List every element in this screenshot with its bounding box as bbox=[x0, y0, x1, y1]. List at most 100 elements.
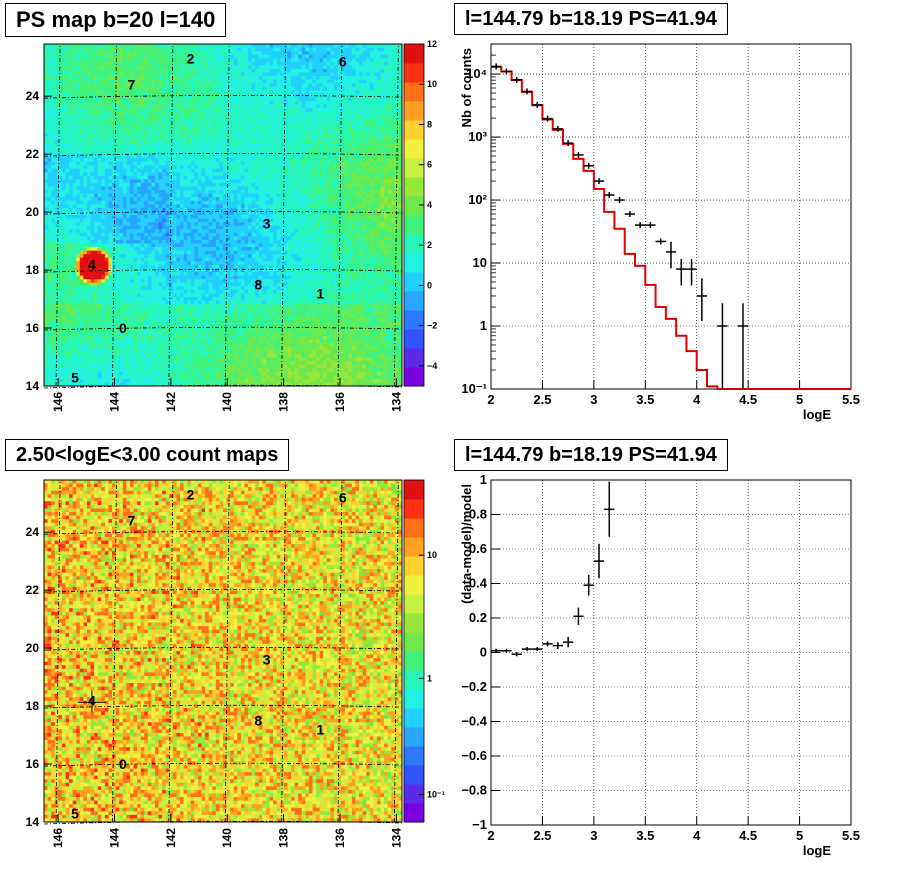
map-grid-lon bbox=[393, 479, 399, 823]
residual-point bbox=[563, 636, 574, 648]
colorbar-tick-label: 12 bbox=[427, 39, 437, 49]
source-label: 3 bbox=[263, 652, 271, 668]
map-cells bbox=[44, 480, 403, 823]
colorbar bbox=[404, 44, 424, 387]
y-tick-label: 0 bbox=[480, 645, 487, 660]
x-tick-label: 3.5 bbox=[636, 828, 654, 843]
colorbar-tick-label: 2 bbox=[427, 240, 432, 250]
source-label: 6 bbox=[339, 489, 347, 505]
data-point bbox=[665, 241, 677, 269]
y-tick-label: 18 bbox=[26, 263, 40, 277]
residual-chart: 2 2.5 3 3.5 4 4.5 5 5.5 −1 −0.8 −0.6 −0.4 −0.2 0 0.2 0.… bbox=[459, 472, 860, 858]
y-tick-label: 20 bbox=[26, 641, 40, 655]
data-point bbox=[624, 211, 635, 218]
y-tick-label: 0.2 bbox=[469, 610, 487, 625]
source-label: 7 bbox=[127, 77, 135, 93]
map-grid-lon bbox=[393, 43, 399, 387]
colorbar-frame bbox=[403, 43, 425, 387]
source-label: 1 bbox=[316, 285, 324, 301]
colorbar-tick-label: 10⁻¹ bbox=[427, 790, 445, 800]
source-label: 6 bbox=[339, 53, 347, 69]
y-axis-label: Nb of counts bbox=[459, 48, 474, 127]
y-tick-label: 14 bbox=[26, 379, 40, 393]
count-map-title: 2.50<logE<3.00 count maps bbox=[5, 439, 290, 471]
x-tick-label: 144 bbox=[107, 828, 121, 848]
data-point bbox=[604, 192, 615, 199]
data-point bbox=[645, 222, 656, 229]
x-tick-label: 142 bbox=[164, 392, 178, 412]
x-tick-label: 2 bbox=[487, 392, 494, 407]
y-tick-label: 10² bbox=[468, 192, 487, 207]
x-tick-label: 136 bbox=[333, 392, 347, 412]
ps-map-title: PS map b=20 l=140 bbox=[5, 3, 227, 37]
map-grid-lon bbox=[281, 479, 287, 823]
colorbar-tick-label: 4 bbox=[427, 200, 432, 210]
data-point bbox=[655, 238, 666, 245]
x-tick-label: 142 bbox=[164, 828, 178, 848]
map-grid-lat bbox=[43, 94, 403, 99]
x-tick-label: 5 bbox=[796, 392, 803, 407]
x-tick-label: 4.5 bbox=[739, 828, 757, 843]
y-tick-label: 24 bbox=[26, 525, 40, 539]
residual-point bbox=[593, 543, 605, 579]
map-grid-lat bbox=[43, 820, 403, 825]
count-map-heatmap: 1416182022241461441421401381361340123456… bbox=[26, 479, 445, 848]
x-tick-label: 4.5 bbox=[739, 392, 757, 407]
x-tick-label: 144 bbox=[107, 392, 121, 412]
colorbar bbox=[404, 480, 424, 823]
x-tick-label: 5.5 bbox=[842, 828, 860, 843]
y-tick-label: −0.4 bbox=[461, 714, 487, 729]
y-tick-label: 24 bbox=[26, 89, 40, 103]
x-tick-label: 140 bbox=[220, 392, 234, 412]
source-label: 0 bbox=[119, 756, 127, 772]
map-grid-lat bbox=[43, 210, 403, 215]
x-tick-label: 146 bbox=[51, 392, 65, 412]
source-label: 7 bbox=[127, 513, 135, 529]
data-point bbox=[717, 303, 728, 389]
map-grid-lat bbox=[43, 588, 403, 593]
x-tick-label: 140 bbox=[220, 828, 234, 848]
spectrum-title: l=144.79 b=18.19 PS=41.94 bbox=[454, 3, 728, 35]
data-point bbox=[676, 258, 687, 286]
source-label: 1 bbox=[316, 721, 324, 737]
map-grid-lon bbox=[224, 479, 230, 823]
y-tick-label: −0.8 bbox=[461, 783, 487, 798]
source-label: 4 bbox=[88, 256, 96, 272]
plot-frame bbox=[490, 43, 852, 390]
data-point bbox=[583, 162, 594, 169]
residual-point bbox=[573, 607, 584, 625]
x-tick-label: 2 bbox=[487, 828, 494, 843]
data-point bbox=[501, 68, 512, 75]
source-label: 8 bbox=[254, 713, 262, 729]
source-label: 2 bbox=[187, 50, 195, 66]
spectrum-panel: l=144.79 b=18.19 PS=41.94 2 2.5 3 3.5 4 4.5 5 5… bbox=[449, 0, 898, 436]
x-tick-label: 4 bbox=[693, 828, 701, 843]
colorbar-tick-label: 0 bbox=[427, 280, 432, 290]
y-tick-label: 18 bbox=[26, 699, 40, 713]
x-tick-label: 4 bbox=[693, 392, 701, 407]
residual-point bbox=[511, 652, 522, 657]
map-frame bbox=[43, 479, 403, 823]
residual-title: l=144.79 b=18.19 PS=41.94 bbox=[454, 439, 728, 471]
map-grid-lat bbox=[43, 704, 403, 709]
map-grid-lon bbox=[112, 43, 117, 387]
y-tick-label: 0.4 bbox=[469, 576, 488, 591]
source-label: 0 bbox=[119, 320, 127, 336]
x-tick-label: 138 bbox=[277, 392, 291, 412]
data-point bbox=[563, 140, 574, 147]
y-tick-label: −0.6 bbox=[461, 748, 487, 763]
source-label: 5 bbox=[71, 805, 79, 821]
map-grid-lat bbox=[43, 646, 403, 651]
map-frame bbox=[43, 43, 403, 387]
colorbar-tick-label: −4 bbox=[427, 361, 437, 371]
spectrum-chart: 2 2.5 3 3.5 4 4.5 5 5.5 10⁻¹ 1 10 10² 10³ 10⁴ logE Nb o… bbox=[459, 43, 860, 422]
colorbar-frame bbox=[403, 479, 425, 823]
y-tick-label: 10³ bbox=[468, 129, 487, 144]
data-point bbox=[491, 63, 502, 70]
y-tick-label: 10⁴ bbox=[466, 66, 487, 81]
x-tick-label: 3 bbox=[590, 828, 597, 843]
y-tick-label: 0.6 bbox=[469, 541, 487, 556]
y-tick-label: 22 bbox=[26, 147, 40, 161]
map-grid-lon bbox=[281, 43, 287, 387]
